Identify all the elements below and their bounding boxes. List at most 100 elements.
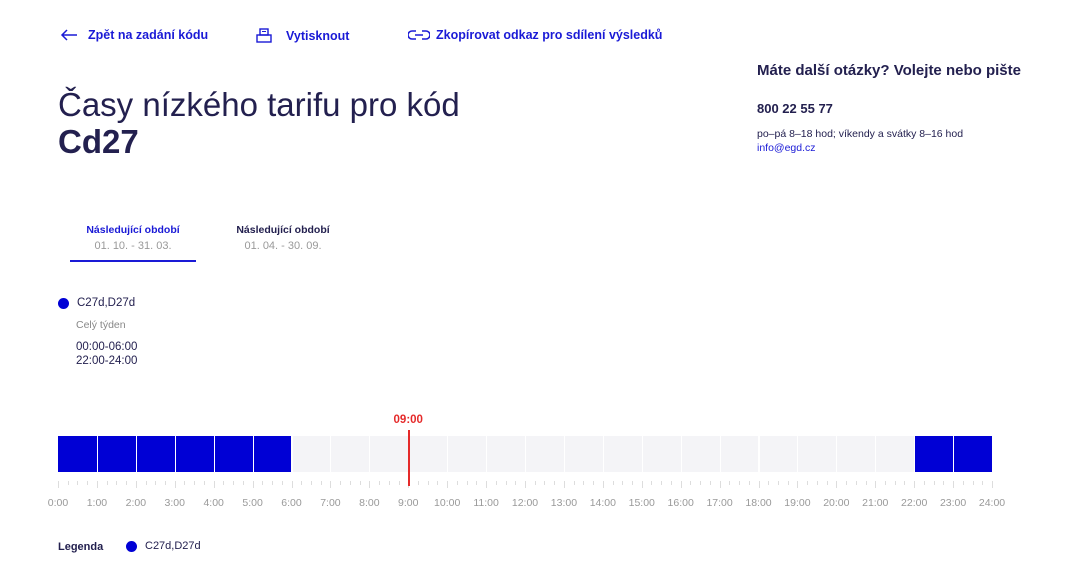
schedule-info: C27d,D27d Celý týden 00:00-06:00 22:00-2… [58, 297, 137, 367]
low-tariff-hour [954, 436, 992, 472]
axis-tick [544, 481, 546, 485]
hour-label: 16:00 [667, 497, 694, 509]
hour-label: 20:00 [823, 497, 850, 509]
legend-item: C27d,D27d [126, 540, 201, 552]
tab-winter-period[interactable]: Následující období 01. 10. - 31. 03. [70, 224, 196, 262]
axis-tick [641, 481, 643, 488]
axis-tick [758, 481, 760, 488]
legend-dot-icon [126, 540, 137, 552]
axis-tick [281, 481, 283, 485]
axis-tick [972, 481, 974, 485]
axis-tick [661, 481, 663, 485]
hour-label: 24:00 [978, 497, 1006, 509]
print-label: Vytisknout [286, 29, 350, 43]
arrow-left-icon [60, 29, 77, 41]
hour-label: 2:00 [125, 497, 147, 509]
tariff-dot-icon [58, 297, 69, 309]
axis-tick [515, 481, 517, 485]
hour-label: 15:00 [628, 497, 655, 509]
tab-dates: 01. 04. - 30. 09. [244, 240, 322, 252]
axis-tick [525, 481, 526, 488]
high-tariff-hour [487, 436, 525, 472]
axis-tick [875, 481, 877, 488]
axis-tick [573, 481, 575, 485]
high-tariff-hour [564, 436, 603, 472]
tab-label: Následující období [86, 224, 180, 236]
axis-tick [398, 481, 400, 485]
legend-item-label: C27d,D27d [145, 540, 201, 552]
high-tariff-hour [876, 436, 915, 472]
back-label: Zpět na zadání kódu [88, 28, 209, 42]
hour-label: 8:00 [359, 497, 380, 509]
contact-phone[interactable]: 800 22 55 77 [757, 101, 833, 116]
low-tariff-hour [97, 436, 136, 472]
high-tariff-hour [526, 436, 564, 472]
axis-tick [233, 481, 235, 485]
axis-tick [836, 481, 838, 488]
high-tariff-hour [409, 436, 448, 472]
axis-tick [807, 481, 809, 485]
copy-link-button[interactable]: Zkopírovat odkaz pro sdílení výsledků [408, 28, 662, 42]
axis-tick [846, 481, 848, 485]
print-button[interactable]: Vytisknout [256, 28, 349, 44]
hour-label: 9:00 [398, 497, 419, 509]
axis-tick [301, 481, 303, 485]
axis-tick [388, 481, 390, 485]
high-tariff-hour [370, 436, 409, 472]
tab-summer-period[interactable]: Následující období 01. 04. - 30. 09. [220, 224, 346, 252]
axis-tick [486, 481, 488, 488]
axis-tick [242, 481, 244, 485]
hour-label: 11:00 [473, 497, 499, 509]
hour-label: 18:00 [745, 497, 772, 509]
high-tariff-hour [837, 436, 876, 472]
axis-tick [826, 481, 828, 485]
axis-tick [505, 481, 507, 485]
axis-tick [953, 481, 955, 488]
axis-tick [320, 481, 322, 485]
axis-tick [349, 481, 351, 485]
axis-tick [203, 481, 205, 485]
axis-tick [340, 481, 342, 485]
hour-label: 17:00 [706, 497, 733, 509]
axis-tick [213, 481, 215, 488]
axis-tick [612, 481, 614, 485]
axis-tick [223, 481, 225, 485]
axis-tick [272, 481, 274, 485]
schedule-range: 22:00-24:00 [76, 355, 138, 367]
high-tariff-hour [331, 436, 370, 472]
high-tariff-hour [759, 436, 798, 472]
high-tariff-hour [798, 436, 837, 472]
high-tariff-hour [292, 436, 331, 472]
link-icon [408, 30, 430, 40]
axis-tick [563, 481, 565, 488]
axis-tick [194, 481, 196, 485]
contact-question: Máte další otázky? Volejte nebo pište [757, 62, 1021, 79]
axis-tick [466, 481, 468, 485]
high-tariff-hour [681, 436, 720, 472]
page-title: Časy nízkého tarifu pro kód Cd27 [58, 86, 460, 160]
axis-tick [417, 481, 419, 485]
axis-tick [923, 481, 925, 485]
axis-tick [96, 481, 98, 488]
axis-tick [729, 481, 731, 485]
current-time-label: 09:00 [393, 414, 423, 426]
axis-tick [77, 481, 79, 485]
low-tariff-hour [915, 436, 954, 472]
axis-tick [330, 481, 332, 488]
contact-email[interactable]: info@egd.cz [757, 142, 816, 154]
axis-tick [690, 481, 692, 485]
current-time-marker [408, 430, 410, 486]
back-link[interactable]: Zpět na zadání kódu [60, 28, 208, 42]
axis-tick [534, 481, 536, 485]
hour-label: 23:00 [939, 497, 967, 509]
high-tariff-hour [642, 436, 681, 472]
axis-tick [456, 481, 458, 485]
schedule-tariff: C27d,D27d [77, 297, 136, 309]
axis-tick [379, 481, 381, 485]
axis-tick [982, 481, 984, 485]
contact-hours: po–pá 8–18 hod; víkendy a svátky 8–16 ho… [757, 128, 964, 140]
axis-tick [252, 481, 254, 488]
axis-tick [135, 481, 137, 488]
hour-label: 0:00 [47, 497, 69, 509]
hour-label: 21:00 [862, 497, 889, 509]
